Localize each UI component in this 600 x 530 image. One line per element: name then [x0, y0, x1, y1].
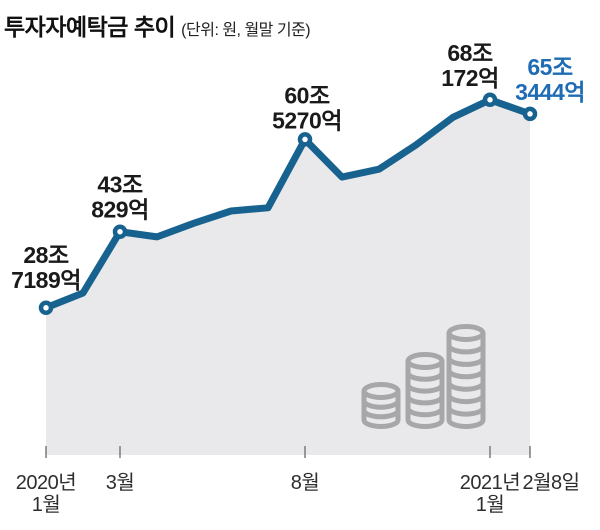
- data-point-marker: [522, 106, 538, 122]
- value-annotation-latest: 65조 3444억: [515, 54, 585, 105]
- chart-title: 투자자예탁금 추이: [4, 14, 176, 40]
- coin-stack-icon: [446, 324, 486, 429]
- chart-header: 투자자예탁금 추이 (단위: 원, 월말 기준): [4, 8, 311, 42]
- data-point-marker: [38, 300, 54, 316]
- data-point-marker: [482, 92, 498, 108]
- chart-unit-note: (단위: 원, 월말 기준): [181, 22, 311, 39]
- value-annotation: 68조 172억: [441, 40, 499, 91]
- axis-label: 8월: [291, 471, 320, 494]
- axis-label: 2월8일: [522, 471, 579, 494]
- axis-label: 3월: [106, 471, 135, 494]
- axis-label: 2021년 1월: [460, 471, 520, 516]
- value-annotation: 28조 7189억: [11, 242, 81, 293]
- data-point-marker: [297, 132, 313, 147]
- data-point-marker: [112, 224, 128, 239]
- value-annotation: 43조 829억: [91, 172, 149, 223]
- coin-stack-icon: [405, 352, 445, 429]
- axis-label: 2020년 1월: [16, 471, 76, 516]
- value-annotation: 60조 5270억: [272, 82, 342, 133]
- coin-stack-icon: [361, 382, 401, 429]
